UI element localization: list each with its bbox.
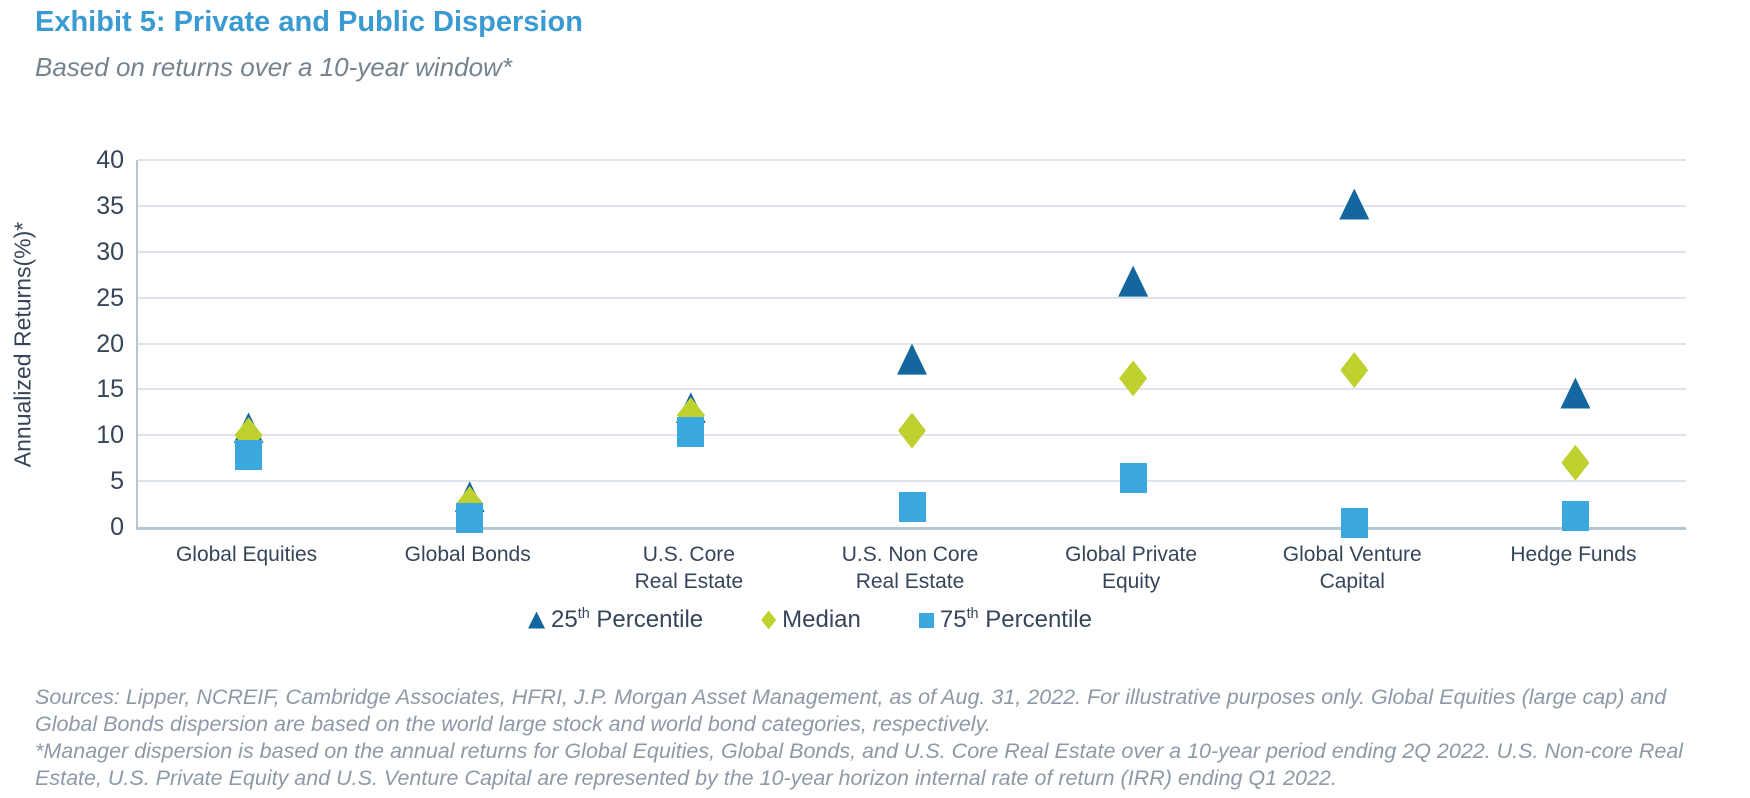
data-point-diamond-icon <box>1561 444 1590 481</box>
data-point-square-icon <box>898 491 926 522</box>
legend-label: 75th Percentile <box>939 606 1092 633</box>
gridline-40 <box>138 159 1686 161</box>
triangle-legend-icon <box>528 611 546 629</box>
y-tick-label-20: 20 <box>96 329 124 358</box>
gridline-25 <box>138 296 1686 299</box>
data-point-square-icon <box>456 502 484 533</box>
y-tick-label-0: 0 <box>110 513 124 541</box>
gridline-30 <box>138 250 1686 253</box>
y-tick-label-15: 15 <box>96 375 124 404</box>
diamond-legend-icon <box>761 610 777 630</box>
exhibit-subtitle: Based on returns over a 10-year window* <box>35 52 512 82</box>
data-point-triangle-icon <box>1118 265 1149 297</box>
x-axis-labels: Global Equities Global Bonds U.S. Core Rea… <box>136 541 1684 601</box>
y-tick-label-35: 35 <box>96 191 124 220</box>
data-point-triangle-icon <box>897 343 927 375</box>
legend-item-25-percentile: 25th Percentile <box>528 606 703 634</box>
data-point-square-icon <box>677 417 705 448</box>
footnote-sources: Sources: Lipper, NCREIF, Cambridge Assoc… <box>35 685 1667 736</box>
chart-plot-area <box>136 159 1686 539</box>
x-label-1: Global Bonds <box>404 543 531 566</box>
data-point-square-icon <box>1340 508 1368 539</box>
data-point-diamond-icon <box>1119 360 1148 397</box>
data-point-square-icon <box>235 440 263 471</box>
data-point-diamond-icon <box>1340 352 1369 389</box>
legend-label: 25th Percentile <box>551 606 704 633</box>
x-label-5: Global Venture Capital <box>1282 543 1422 593</box>
footnotes: Sources: Lipper, NCREIF, Cambridge Assoc… <box>35 684 1725 792</box>
exhibit-title: Exhibit 5: Private and Public Dispersion <box>35 6 583 38</box>
data-point-square-icon <box>1561 500 1589 531</box>
gridline-5 <box>138 480 1686 483</box>
y-tick-label-5: 5 <box>110 467 124 496</box>
legend-item-median: Median <box>761 606 861 634</box>
y-tick-label-30: 30 <box>96 237 124 266</box>
data-point-diamond-icon <box>898 412 926 449</box>
y-tick-label-25: 25 <box>96 283 124 312</box>
data-point-square-icon <box>1119 463 1147 494</box>
chart-legend: 25th Percentile Median 75th Percentile <box>0 606 1620 634</box>
square-legend-icon <box>918 612 934 628</box>
x-label-3: U.S. Non Core Real Estate <box>841 543 979 593</box>
y-axis-ticks: 0 5 10 15 20 25 30 35 40 <box>0 146 124 541</box>
x-label-4: Global Private Equity <box>1065 543 1198 593</box>
x-label-6: Hedge Funds <box>1510 543 1637 566</box>
y-tick-label-10: 10 <box>96 421 124 450</box>
data-point-triangle-icon <box>1560 377 1591 409</box>
gridline-35 <box>138 204 1686 207</box>
gridline-15 <box>138 388 1686 391</box>
y-tick-label-40: 40 <box>96 146 124 174</box>
legend-label: Median <box>782 606 861 633</box>
x-label-2: U.S. Core Real Estate <box>634 543 744 593</box>
legend-item-75-percentile: 75th Percentile <box>918 606 1092 634</box>
x-label-0: Global Equities <box>175 543 318 566</box>
footnote-manager-dispersion: *Manager dispersion is based on the annu… <box>35 739 1684 790</box>
gridline-20 <box>138 342 1686 345</box>
